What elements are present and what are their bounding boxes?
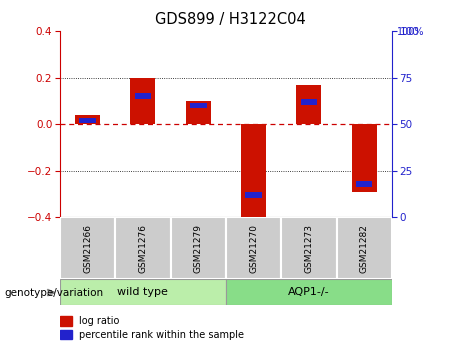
Text: percentile rank within the sample: percentile rank within the sample xyxy=(79,330,244,339)
Text: GSM21273: GSM21273 xyxy=(304,224,313,273)
Text: log ratio: log ratio xyxy=(79,316,119,326)
Bar xyxy=(79,118,96,124)
Bar xyxy=(356,181,372,187)
FancyBboxPatch shape xyxy=(226,217,281,279)
FancyBboxPatch shape xyxy=(337,217,392,279)
Bar xyxy=(190,103,207,108)
Text: GSM21276: GSM21276 xyxy=(138,224,148,273)
Text: 100%: 100% xyxy=(397,27,425,37)
Bar xyxy=(135,93,151,99)
Text: GSM21282: GSM21282 xyxy=(360,224,369,273)
Bar xyxy=(130,78,155,124)
Bar xyxy=(245,192,262,198)
Bar xyxy=(296,85,321,124)
Bar xyxy=(60,316,72,326)
Bar xyxy=(60,330,72,339)
Text: GDS899 / H3122C04: GDS899 / H3122C04 xyxy=(155,12,306,27)
Bar xyxy=(186,101,211,124)
FancyBboxPatch shape xyxy=(171,217,226,279)
Text: genotype/variation: genotype/variation xyxy=(5,288,104,297)
FancyBboxPatch shape xyxy=(115,217,171,279)
Bar xyxy=(301,99,317,105)
Text: GSM21266: GSM21266 xyxy=(83,224,92,273)
Bar xyxy=(241,124,266,217)
Bar xyxy=(352,124,377,192)
Bar xyxy=(75,115,100,124)
Text: GSM21279: GSM21279 xyxy=(194,224,203,273)
Text: AQP1-/-: AQP1-/- xyxy=(288,287,330,297)
FancyBboxPatch shape xyxy=(60,279,226,305)
Text: GSM21270: GSM21270 xyxy=(249,224,258,273)
FancyBboxPatch shape xyxy=(60,217,115,279)
FancyBboxPatch shape xyxy=(281,217,337,279)
FancyBboxPatch shape xyxy=(226,279,392,305)
Text: wild type: wild type xyxy=(118,287,168,297)
